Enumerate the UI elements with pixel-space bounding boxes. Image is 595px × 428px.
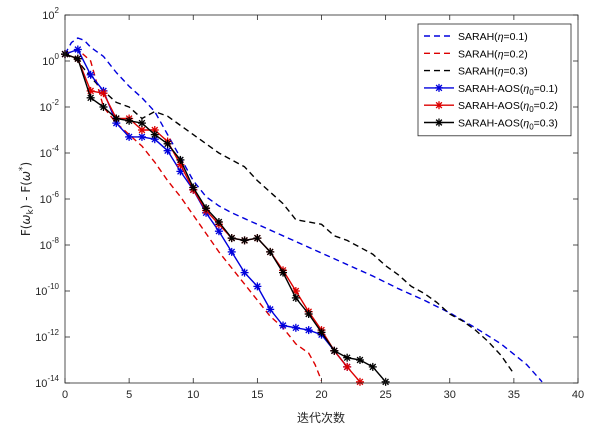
series-6-point [240, 236, 249, 245]
series-6-point [189, 183, 198, 192]
legend-marker-5 [435, 101, 443, 110]
axis-ticks: 0 5 10 15 20 25 30 35 40 102 100 10-2 10-4 10-6 10-8 10… [35, 6, 584, 401]
y-tick-label: 10-8 [40, 236, 60, 252]
x-tick-label: 40 [572, 389, 584, 401]
x-tick-label: 10 [187, 389, 199, 401]
x-tick-label: 20 [315, 389, 327, 401]
y-tick-label: 10-10 [35, 282, 59, 298]
series-4-point [266, 305, 275, 314]
series-6-point [368, 362, 377, 371]
x-axis-label: 迭代次数 [297, 410, 345, 425]
y-tick-label: 10-4 [40, 144, 60, 160]
series-4-point [253, 282, 262, 291]
legend-label-4: SARAH-AOS(η0=0.1) [458, 83, 558, 97]
series-4-point [214, 227, 223, 236]
series-6-point [202, 204, 211, 213]
legend-label-1: SARAH(η=0.1) [458, 31, 528, 43]
series-line-2 [64, 48, 323, 381]
series-5-point [355, 377, 364, 386]
series-6-point [343, 353, 352, 362]
y-tick-label: 10-12 [35, 328, 59, 344]
series-4-point [125, 132, 134, 141]
x-tick-label: 30 [444, 389, 456, 401]
series-6-point [317, 328, 326, 337]
series-layer [61, 37, 543, 386]
x-tick-label: 0 [62, 389, 68, 401]
y-tick-label: 10-6 [40, 190, 60, 206]
series-5-point [137, 126, 146, 134]
series-4-point [240, 268, 249, 277]
series-6-point [163, 139, 172, 148]
series-6-point [137, 119, 146, 128]
series-6-point [304, 310, 313, 318]
series-6-point [330, 346, 339, 355]
series-4-point [137, 132, 146, 141]
series-5-point [343, 362, 352, 371]
series-6-point [279, 268, 288, 277]
series-4-point [291, 323, 300, 332]
legend: SARAH(η=0.1) SARAH(η=0.2) SARAH(η=0.3) SARA… [417, 23, 572, 137]
series-5-point [86, 86, 95, 95]
series-4-point [73, 45, 82, 54]
series-6-point [227, 234, 236, 243]
series-6-point [176, 155, 185, 164]
x-tick-label: 35 [508, 389, 520, 401]
series-6-point [99, 103, 108, 111]
y-axis-label: F(ωk) - F(ω*) [18, 162, 36, 236]
legend-label-6: SARAH-AOS(η0=0.3) [458, 118, 558, 132]
x-tick-label: 5 [126, 389, 132, 401]
series-6-point [150, 130, 159, 139]
series-4-point [279, 321, 288, 330]
series-6-point [86, 93, 95, 102]
series-6-point [125, 116, 134, 125]
series-line-1 [64, 37, 543, 383]
series-4-point [163, 146, 172, 155]
series-6-point [112, 114, 121, 123]
series-6-point [291, 293, 300, 302]
series-4-point [86, 70, 95, 79]
y-tick-label: 102 [42, 6, 59, 22]
series-4-point [227, 247, 236, 256]
legend-marker-4 [435, 83, 443, 92]
y-tick-label: 10-2 [40, 98, 60, 114]
series-line-5 [64, 53, 361, 383]
series-line-3 [64, 53, 515, 375]
y-tick-label: 100 [42, 52, 59, 68]
series-6-point [355, 356, 364, 364]
legend-box [417, 23, 572, 137]
series-6-point [253, 234, 262, 243]
x-tick-label: 25 [380, 389, 392, 401]
series-6-point [266, 247, 275, 256]
legend-label-3: SARAH(η=0.3) [458, 66, 528, 78]
series-6-point [214, 218, 223, 226]
legend-label-2: SARAH(η=0.2) [458, 48, 528, 60]
series-6-point [73, 54, 82, 63]
legend-label-5: SARAH-AOS(η0=0.2) [458, 100, 558, 114]
legend-marker-6 [435, 118, 443, 127]
x-tick-label: 15 [251, 389, 263, 401]
series-4-point [304, 326, 313, 335]
y-tick-label: 10-14 [35, 374, 59, 390]
series-5-point [99, 89, 108, 98]
